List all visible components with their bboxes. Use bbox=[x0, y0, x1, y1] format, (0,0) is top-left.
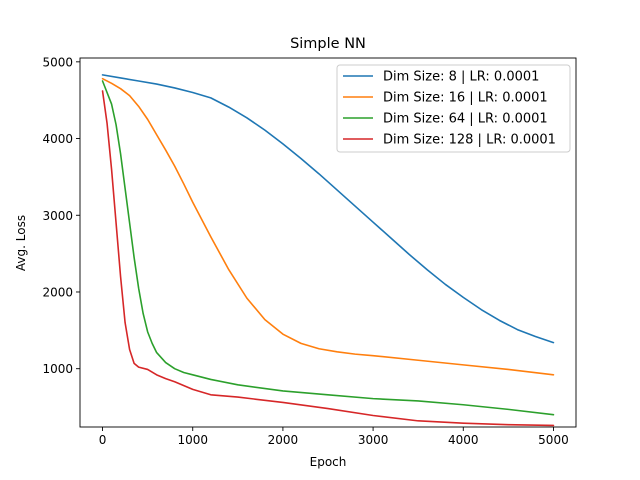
plot-frame bbox=[79, 57, 577, 428]
x-tick-label: 4000 bbox=[448, 433, 479, 447]
legend: Dim Size: 8 | LR: 0.0001 Dim Size: 16 | L… bbox=[336, 64, 571, 153]
series-line-2 bbox=[101, 77, 555, 376]
y-axis-ticks: 1000 2000 3000 4000 5000 bbox=[42, 55, 80, 376]
y-tick-label: 3000 bbox=[42, 209, 73, 223]
legend-label-1: Dim Size: 8 | LR: 0.0001 bbox=[383, 70, 539, 85]
x-axis-label: Epoch bbox=[310, 455, 347, 469]
series-layer bbox=[101, 74, 555, 427]
series-line-1 bbox=[101, 74, 555, 344]
series-line-3 bbox=[101, 80, 555, 416]
legend-label-4: Dim Size: 128 | LR: 0.0001 bbox=[383, 133, 556, 148]
legend-label-2: Dim Size: 16 | LR: 0.0001 bbox=[383, 91, 548, 106]
x-tick-label: 2000 bbox=[268, 433, 299, 447]
x-tick-label: 3000 bbox=[358, 433, 389, 447]
series-line-4 bbox=[101, 90, 555, 427]
y-axis-label: Avg. Loss bbox=[14, 215, 28, 271]
y-tick-label: 4000 bbox=[42, 132, 73, 146]
y-tick-label: 5000 bbox=[42, 55, 73, 69]
legend-box bbox=[336, 64, 571, 153]
x-tick-label: 5000 bbox=[538, 433, 569, 447]
x-tick-label: 1000 bbox=[177, 433, 208, 447]
x-tick-label: 0 bbox=[99, 433, 107, 447]
x-axis-ticks: 0 1000 2000 3000 4000 5000 bbox=[99, 427, 569, 447]
chart-title: Simple NN bbox=[290, 36, 366, 52]
y-tick-label: 2000 bbox=[42, 285, 73, 299]
legend-label-3: Dim Size: 64 | LR: 0.0001 bbox=[383, 112, 548, 127]
y-tick-label: 1000 bbox=[42, 362, 73, 376]
